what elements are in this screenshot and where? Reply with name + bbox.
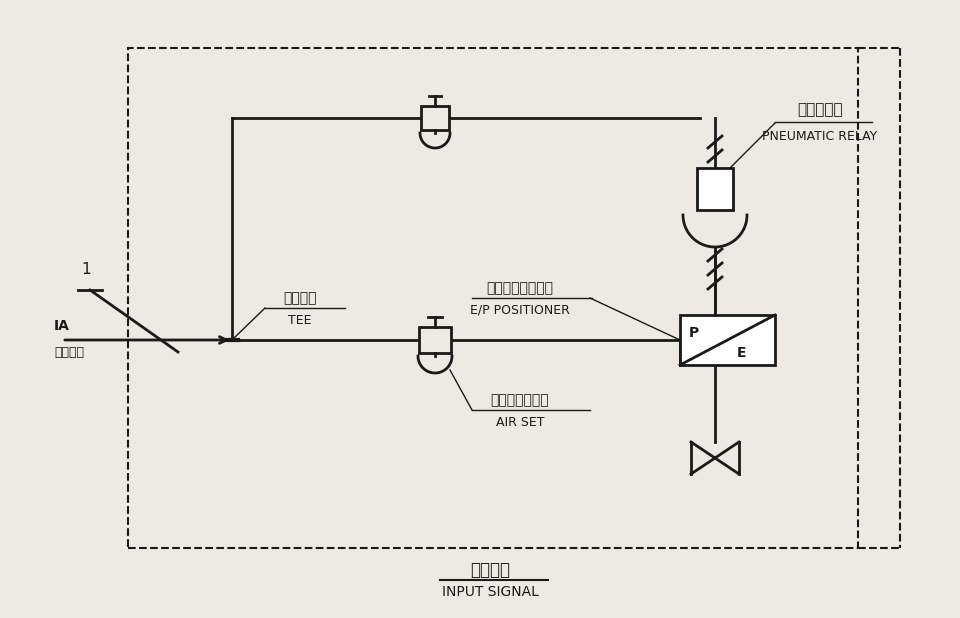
Bar bbox=[128, 48, 858, 548]
Text: 电－气阀门定位器: 电－气阀门定位器 bbox=[487, 281, 554, 295]
Text: 1: 1 bbox=[82, 263, 91, 277]
Bar bbox=[697, 168, 733, 210]
Text: INPUT SIGNAL: INPUT SIGNAL bbox=[442, 585, 539, 599]
Text: IA: IA bbox=[54, 319, 70, 333]
Text: P: P bbox=[689, 326, 699, 340]
Text: E/P POSITIONER: E/P POSITIONER bbox=[470, 303, 570, 316]
Bar bbox=[419, 327, 451, 353]
Bar bbox=[680, 315, 775, 365]
Text: 空气过滤减压器: 空气过滤减压器 bbox=[491, 393, 549, 407]
Text: 气动继动器: 气动继动器 bbox=[797, 103, 843, 117]
Text: 三通接头: 三通接头 bbox=[283, 291, 317, 305]
Text: PNEUMATIC RELAY: PNEUMATIC RELAY bbox=[762, 130, 877, 143]
Bar bbox=[421, 106, 449, 130]
Text: E: E bbox=[737, 346, 747, 360]
Text: TEE: TEE bbox=[288, 313, 312, 326]
Text: 输入信号: 输入信号 bbox=[470, 561, 510, 579]
Text: 仪表气源: 仪表气源 bbox=[54, 345, 84, 358]
Text: AIR SET: AIR SET bbox=[495, 415, 544, 428]
